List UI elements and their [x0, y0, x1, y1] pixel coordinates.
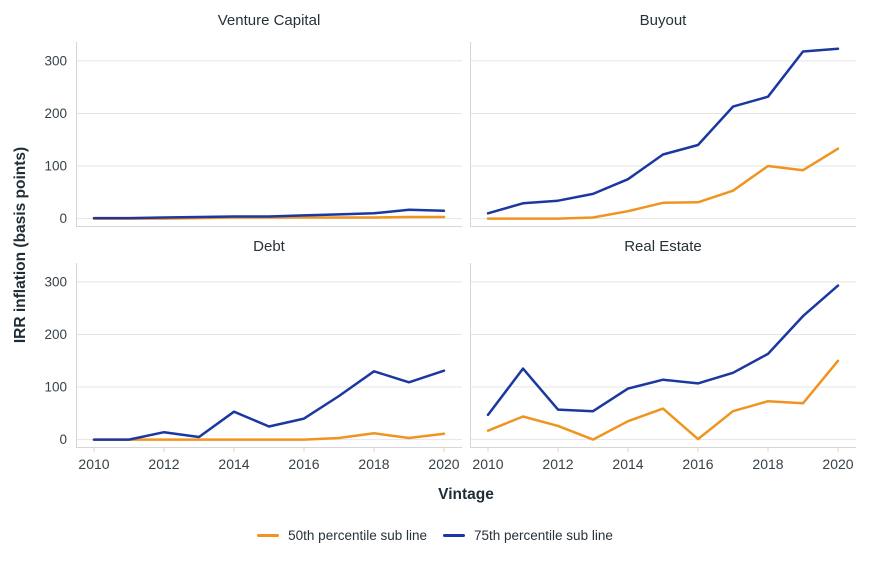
svg-text:100: 100: [44, 159, 67, 174]
svg-text:300: 300: [44, 274, 67, 289]
svg-text:2018: 2018: [752, 456, 783, 472]
x-axis-title: Vintage: [438, 486, 494, 503]
svg-text:2020: 2020: [428, 456, 459, 472]
panel-title-real-estate: Real Estate: [624, 238, 702, 255]
svg-text:2014: 2014: [218, 456, 249, 472]
panel-venture-capital: 0 100 200 300: [44, 42, 462, 227]
y-axis-title: IRR inflation (basis points): [12, 146, 29, 344]
svg-text:2010: 2010: [78, 456, 109, 472]
legend-label-75th: 75th percentile sub line: [474, 528, 613, 543]
svg-text:2012: 2012: [542, 456, 573, 472]
svg-text:2018: 2018: [358, 456, 389, 472]
svg-text:100: 100: [44, 380, 67, 395]
svg-text:2020: 2020: [822, 456, 853, 472]
svg-text:200: 200: [44, 106, 67, 121]
svg-text:2016: 2016: [682, 456, 713, 472]
svg-text:2012: 2012: [148, 456, 179, 472]
panel-title-venture-capital: Venture Capital: [217, 12, 321, 29]
legend-item-50th-percentile: 50th percentile sub line: [257, 528, 427, 543]
svg-text:200: 200: [44, 327, 67, 342]
panel-buyout: [470, 42, 856, 227]
legend: 50th percentile sub line 75th percentile…: [0, 528, 870, 543]
legend-label-50th: 50th percentile sub line: [288, 528, 427, 543]
legend-line-swatch-75th-icon: [443, 534, 465, 537]
svg-text:2010: 2010: [472, 456, 503, 472]
panel-title-debt: Debt: [253, 238, 285, 255]
panel-debt: 0 100 200 300 2010 2012 2014 2016 2018 2020: [44, 263, 462, 472]
svg-text:0: 0: [59, 432, 67, 447]
svg-text:300: 300: [44, 53, 67, 68]
panel-real-estate: 2010 2012 2014 2016 2018 2020: [470, 263, 856, 472]
legend-item-75th-percentile: 75th percentile sub line: [443, 528, 613, 543]
svg-text:0: 0: [59, 211, 67, 226]
svg-text:2014: 2014: [612, 456, 643, 472]
panel-title-buyout: Buyout: [639, 12, 687, 29]
svg-text:2016: 2016: [288, 456, 319, 472]
legend-line-swatch-50th-icon: [257, 534, 280, 537]
